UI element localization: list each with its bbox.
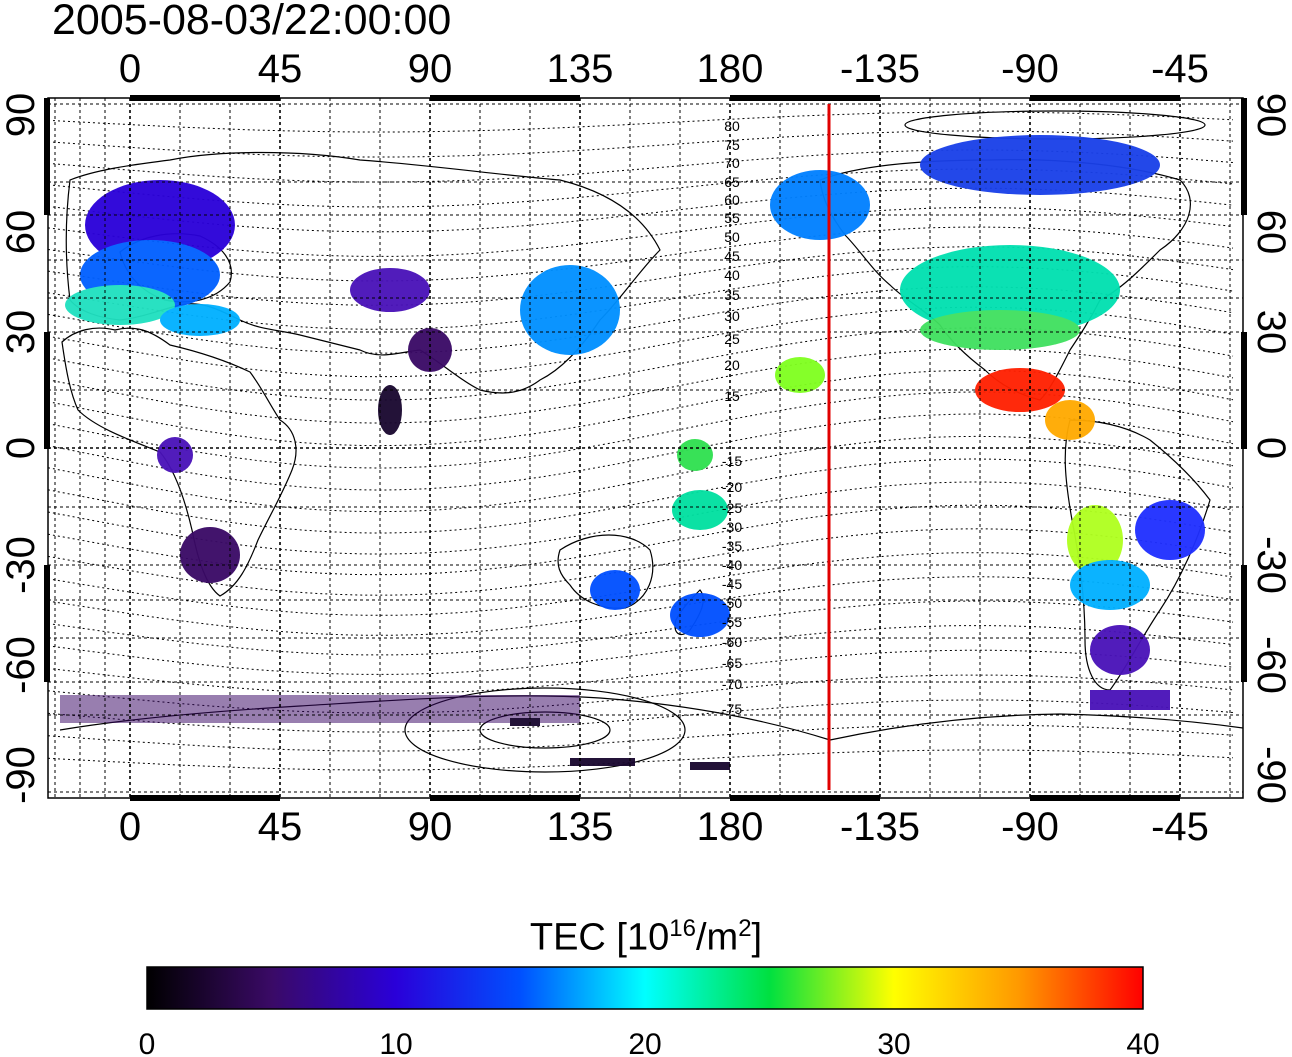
lon-tick-bottom: -135 xyxy=(840,805,920,849)
contour-line xyxy=(48,649,1234,695)
colorbar-title-unit-exponent: 2 xyxy=(738,915,752,942)
top-longitude-ticks: 0 45 90 135 180 -135 -90 -45 xyxy=(119,47,1209,91)
contour-label: -20 xyxy=(722,479,742,495)
contour-label: -25 xyxy=(722,500,742,516)
colorbar-tick-label: 10 xyxy=(379,1028,412,1057)
lon-tick-bottom: 90 xyxy=(408,805,453,849)
contour-label: -60 xyxy=(722,634,742,650)
lat-tick-right: 30 xyxy=(1249,310,1292,355)
contour-label: -75 xyxy=(722,701,742,717)
contour-line xyxy=(48,481,1234,555)
timestamp-title: 2005-08-03/22:00:00 xyxy=(52,0,452,44)
lat-tick-left: 90 xyxy=(0,93,43,138)
contour-label: 65 xyxy=(724,174,740,190)
colorbar-title-exponent: 16 xyxy=(669,915,696,942)
contour-line xyxy=(48,458,1234,534)
contour-label: -65 xyxy=(722,655,742,671)
lat-tick-left: -30 xyxy=(0,536,43,594)
lon-tick-bottom: -90 xyxy=(1001,805,1059,849)
lon-tick-top: 180 xyxy=(697,47,764,91)
lat-tick-left: -90 xyxy=(0,746,43,804)
contour-line xyxy=(48,552,1234,616)
contour-line xyxy=(48,348,1234,424)
bottom-longitude-ticks: 0 45 90 135 180 -135 -90 -45 xyxy=(119,805,1209,849)
colorbar-tick-label: 40 xyxy=(1126,1028,1159,1057)
lat-tick-right: 60 xyxy=(1249,210,1292,255)
contour-label: -50 xyxy=(722,595,742,611)
contour-line xyxy=(48,625,1234,675)
contour-label: -40 xyxy=(722,557,742,573)
contour-label: 75 xyxy=(724,137,740,153)
lat-tick-left: 30 xyxy=(0,310,43,355)
colorbar-title-suffix: ] xyxy=(751,916,763,959)
lon-tick-top: -135 xyxy=(840,47,920,91)
lat-tick-left: 60 xyxy=(0,210,43,255)
contour-label: 70 xyxy=(724,155,740,171)
contour-label: 25 xyxy=(724,331,740,347)
colorbar-tick-label: 20 xyxy=(628,1028,661,1057)
lat-tick-right: 0 xyxy=(1249,437,1292,459)
lon-tick-top: -90 xyxy=(1001,47,1059,91)
contour-line xyxy=(48,435,1234,513)
lon-tick-bottom: 180 xyxy=(697,805,764,849)
contour-line xyxy=(48,246,1234,306)
graticule xyxy=(48,98,1243,798)
contour-line xyxy=(48,528,1234,596)
lon-tick-bottom: 45 xyxy=(258,805,303,849)
contour-line xyxy=(48,576,1234,636)
colorbar-tick-label: 30 xyxy=(877,1028,910,1057)
contour-line xyxy=(48,286,1234,354)
contour-line xyxy=(48,600,1234,656)
lon-tick-bottom: -45 xyxy=(1151,805,1209,849)
lat-tick-left: -60 xyxy=(0,636,43,694)
contour-line xyxy=(48,207,1234,257)
contour-label: 30 xyxy=(724,308,740,324)
contour-labels: 80 75 70 65 60 55 50 45 40 35 30 25 20 1… xyxy=(722,118,742,717)
contour-label: -45 xyxy=(722,576,742,592)
contour-label: 45 xyxy=(724,248,740,264)
contour-line xyxy=(48,391,1234,469)
lon-tick-bottom: 0 xyxy=(119,805,141,849)
contour-line xyxy=(48,266,1234,330)
contour-label: 35 xyxy=(724,287,740,303)
contour-label: 80 xyxy=(724,118,740,134)
contour-label: -15 xyxy=(722,453,742,469)
lon-tick-top: 45 xyxy=(258,47,303,91)
lat-tick-right: -90 xyxy=(1249,746,1292,804)
contour-label: -70 xyxy=(722,676,742,692)
contour-line xyxy=(48,226,1234,282)
contour-label: -30 xyxy=(722,519,742,535)
lon-tick-bottom: 135 xyxy=(547,805,614,849)
lon-tick-top: -45 xyxy=(1151,47,1209,91)
lon-tick-top: 90 xyxy=(408,47,453,91)
contour-label: -55 xyxy=(722,614,742,630)
contour-label: 55 xyxy=(724,210,740,226)
colorbar-title: TEC [1016/m2] xyxy=(0,905,1292,962)
lat-tick-right: -60 xyxy=(1249,636,1292,694)
contour-label: 60 xyxy=(724,192,740,208)
lat-tick-right: -30 xyxy=(1249,536,1292,594)
africa-coastline xyxy=(61,327,297,597)
contour-label: 20 xyxy=(724,357,740,373)
colorbar-ticks: 0 10 20 30 40 xyxy=(139,1028,1160,1057)
colorbar xyxy=(146,966,1144,1010)
contour-line xyxy=(48,504,1234,576)
tec-data-patches xyxy=(60,135,1205,770)
right-latitude-ticks: 90 60 30 0 -30 -60 -90 xyxy=(1249,93,1292,804)
contour-label: 15 xyxy=(724,388,740,404)
colorbar-tick-label: 0 xyxy=(139,1028,156,1057)
left-latitude-ticks: 90 60 30 0 -30 -60 -90 xyxy=(0,93,43,804)
lat-tick-right: 90 xyxy=(1249,93,1292,138)
contour-label: 50 xyxy=(724,229,740,245)
contour-label: -35 xyxy=(722,538,742,554)
colorbar-title-unit: /m xyxy=(695,916,739,959)
contour-line xyxy=(48,413,1234,491)
colorbar-title-prefix: TEC [10 xyxy=(529,916,670,959)
frame-ticks xyxy=(44,95,1247,801)
lon-tick-top: 0 xyxy=(119,47,141,91)
lon-tick-top: 135 xyxy=(547,47,614,91)
contour-label: 40 xyxy=(724,267,740,283)
lat-tick-left: 0 xyxy=(0,437,43,459)
